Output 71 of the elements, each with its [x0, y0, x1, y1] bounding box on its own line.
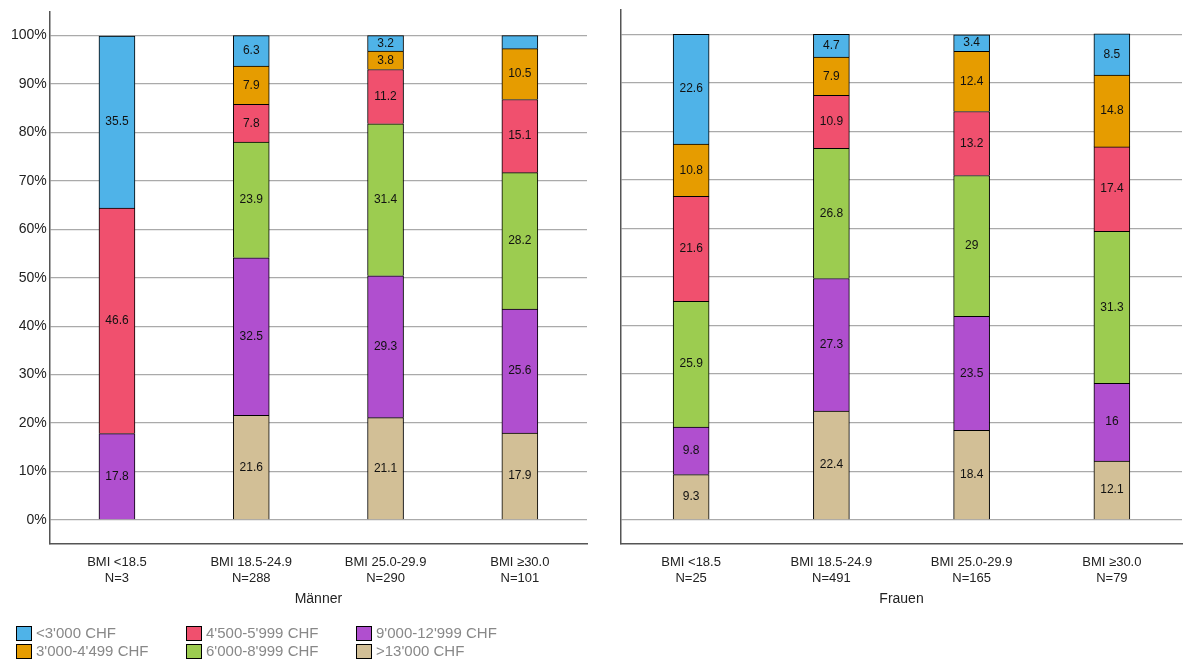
data-label: 35.5 [105, 114, 129, 129]
data-label: 7.9 [823, 68, 841, 83]
data-label: 29.3 [373, 339, 398, 354]
legend-label: >13'000 CHF [376, 642, 465, 660]
data-label: 32.5 [239, 328, 264, 343]
data-label: 21.6 [679, 241, 704, 256]
data-label: 22.6 [679, 81, 704, 96]
y-tick-label: 0% [26, 510, 47, 527]
x-tick-label: BMI <18.5 N=3 [87, 554, 147, 585]
y-tick-label: 10% [18, 462, 47, 479]
legend-label: 6'000-8'999 CHF [206, 642, 319, 660]
y-tick-label: 40% [18, 316, 47, 333]
data-label: 29 [964, 238, 979, 253]
y-tick-label: 30% [18, 365, 47, 382]
data-label: 31.3 [1100, 299, 1124, 314]
x-tick-label: BMI <18.5 N=25 [661, 554, 721, 585]
data-label: 23.9 [239, 192, 264, 207]
legend-label: <3'000 CHF [36, 624, 116, 642]
y-tick-label: 20% [18, 413, 47, 430]
x-tick-label: BMI 25.0-29.9 N=290 [344, 554, 427, 585]
data-label: 23.5 [959, 365, 984, 380]
data-label: 10.5 [508, 66, 532, 81]
data-label: 3.2 [377, 35, 395, 50]
data-label: 12.1 [1100, 482, 1124, 497]
legend-label: 4'500-5'999 CHF [206, 624, 319, 642]
y-tick-label: 60% [18, 220, 47, 237]
y-tick-label: 90% [18, 74, 47, 91]
data-label: 18.4 [959, 467, 984, 482]
data-label: 10.8 [679, 162, 704, 177]
data-label: 46.6 [105, 313, 129, 328]
data-label: 22.4 [819, 457, 844, 472]
data-label: 7.9 [242, 77, 260, 92]
data-label: 17.9 [508, 468, 532, 483]
y-tick-label: 100% [10, 26, 47, 43]
data-label: 17.8 [105, 468, 129, 483]
x-tick-label: BMI 18.5-24.9 N=288 [210, 554, 293, 585]
data-label: 21.6 [239, 459, 264, 474]
data-label: 13.2 [959, 135, 984, 150]
data-label: 12.4 [959, 73, 984, 88]
y-tick-label: 50% [18, 268, 47, 285]
data-label: 27.3 [819, 337, 844, 352]
data-label: 31.4 [373, 192, 398, 207]
data-label: 26.8 [819, 205, 844, 220]
data-label: 8.5 [1103, 46, 1121, 61]
data-label: 10.9 [819, 114, 844, 129]
x-tick-label: BMI 18.5-24.9 N=491 [790, 554, 873, 585]
legend-label: 3'000-4'499 CHF [36, 642, 149, 660]
data-label: 7.8 [242, 115, 260, 130]
data-label: 3.4 [963, 35, 981, 50]
x-tick-label: BMI ≥30.0 N=79 [1082, 554, 1142, 585]
data-label: 9.8 [682, 443, 700, 458]
x-axis-title: Frauen [879, 590, 924, 607]
x-axis-title: Männer [294, 590, 343, 607]
y-tick-label: 70% [18, 171, 47, 188]
data-label: 3.8 [377, 52, 395, 67]
data-label: 14.8 [1100, 103, 1124, 118]
x-tick-label: BMI ≥30.0 N=101 [490, 554, 550, 585]
data-label: 21.1 [373, 460, 398, 475]
data-label: 11.2 [374, 88, 398, 103]
y-tick-label: 80% [18, 123, 47, 140]
x-tick-label: BMI 25.0-29.9 N=165 [930, 554, 1013, 585]
data-label: 16 [1105, 414, 1119, 429]
data-label: 15.1 [508, 128, 532, 143]
data-label: 9.3 [682, 489, 700, 504]
data-label: 28.2 [508, 233, 532, 248]
data-label: 6.3 [242, 43, 260, 58]
data-label: 25.6 [508, 363, 532, 378]
data-label: 17.4 [1100, 181, 1124, 196]
legend-label: 9'000-12'999 CHF [376, 624, 497, 642]
data-label: 25.9 [679, 356, 704, 371]
data-label: 4.7 [823, 37, 841, 52]
